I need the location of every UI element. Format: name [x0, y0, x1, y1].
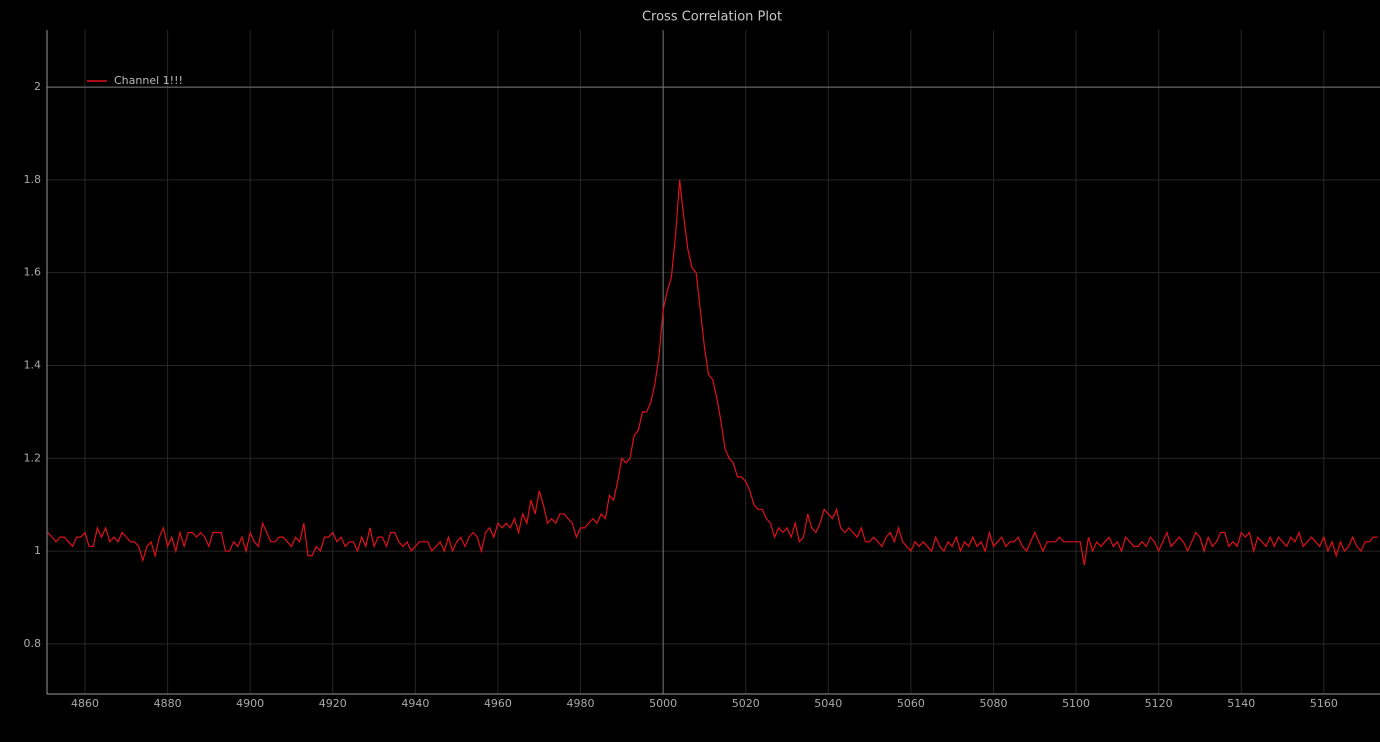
x-tick-label: 5100: [1062, 697, 1090, 710]
x-tick-label: 5060: [897, 697, 925, 710]
y-tick-label: 0.8: [24, 637, 42, 650]
y-tick-label: 1.8: [24, 173, 42, 186]
x-tick-label: 4960: [484, 697, 512, 710]
x-tick-label: 5000: [649, 697, 677, 710]
y-tick-label: 2: [34, 80, 41, 93]
x-tick-label: 4880: [154, 697, 182, 710]
x-tick-label: 5040: [814, 697, 842, 710]
x-tick-label: 4920: [319, 697, 347, 710]
legend-label: Channel 1!!!: [114, 74, 183, 87]
x-tick-label: 5020: [732, 697, 760, 710]
chart-title: Cross Correlation Plot: [642, 10, 782, 25]
x-tick-label: 4900: [236, 697, 264, 710]
x-tick-label: 4980: [567, 697, 595, 710]
y-tick-label: 1.2: [24, 451, 42, 464]
x-tick-label: 5160: [1310, 697, 1338, 710]
line-series: [47, 179, 1378, 566]
y-tick-label: 1: [34, 544, 41, 557]
x-tick-label: 4940: [401, 697, 429, 710]
x-tick-label: 5120: [1145, 697, 1173, 710]
y-tick-label: 1.4: [24, 358, 42, 371]
x-tick-label: 5140: [1227, 697, 1255, 710]
y-tick-label: 1.6: [24, 266, 42, 279]
x-tick-label: 4860: [71, 697, 99, 710]
x-tick-label: 5080: [979, 697, 1007, 710]
